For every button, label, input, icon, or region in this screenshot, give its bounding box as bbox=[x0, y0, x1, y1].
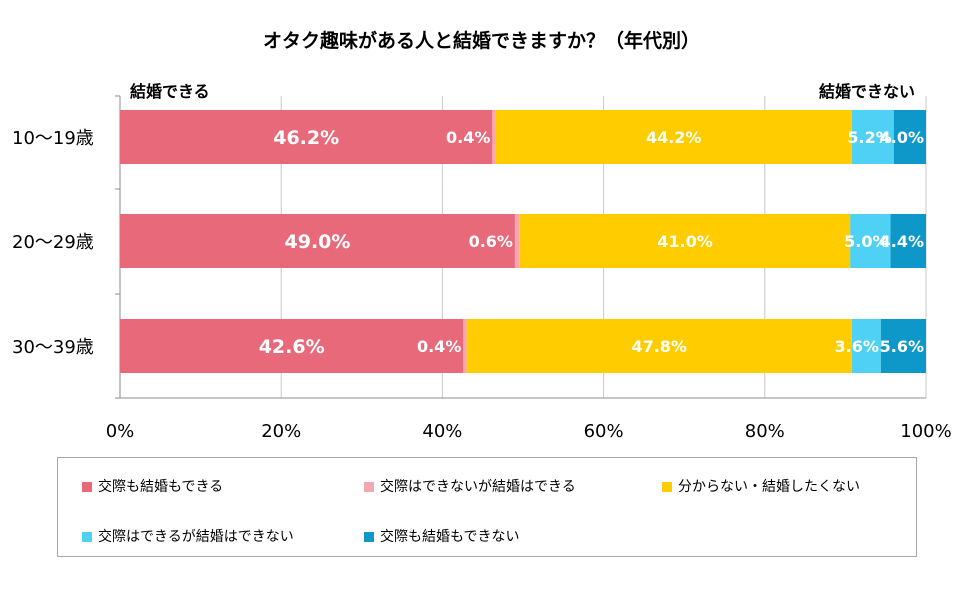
bar-segment bbox=[851, 319, 881, 373]
bar-segment bbox=[120, 214, 515, 268]
legend-item: 交際はできないが結婚はできる bbox=[364, 476, 576, 496]
data-label: 4.4% bbox=[880, 232, 924, 251]
legend-label: 交際はできないが結婚はできる bbox=[380, 479, 576, 495]
legend-swatch bbox=[364, 532, 374, 542]
bar-segment bbox=[850, 214, 891, 268]
x-tick-label: 100% bbox=[900, 421, 951, 442]
data-label: 5.0% bbox=[844, 232, 888, 251]
bar-segment bbox=[890, 214, 926, 268]
data-label: 42.6% bbox=[259, 336, 325, 358]
legend-swatch bbox=[82, 532, 92, 542]
legend-swatch bbox=[82, 482, 92, 492]
x-tick-label: 60% bbox=[584, 421, 624, 442]
data-label: 3.6% bbox=[834, 337, 878, 356]
data-label: 44.2% bbox=[646, 128, 702, 147]
category-label: 10～19歳 bbox=[12, 128, 94, 149]
corner-label-can-marry: 結婚できる bbox=[130, 82, 210, 101]
bar-segment bbox=[495, 110, 852, 164]
data-label: 41.0% bbox=[657, 232, 713, 251]
plot-area: 0% 20% 40% 60% 80% 100% 10～19歳 20～29歳 30～39歳 46.2… bbox=[12, 95, 952, 442]
bar-segment bbox=[120, 319, 464, 373]
data-label: 0.4% bbox=[417, 337, 461, 356]
x-tick-label: 80% bbox=[745, 421, 785, 442]
legend-label: 交際も結婚もできる bbox=[98, 479, 224, 495]
chart-title: オタク趣味がある人と結婚できますか？（年代別） bbox=[262, 30, 700, 52]
bar-segment bbox=[519, 214, 851, 268]
category-label: 20～29歳 bbox=[12, 232, 94, 253]
x-tick-label: 20% bbox=[261, 421, 301, 442]
data-label: 46.2% bbox=[273, 127, 339, 149]
x-tick-label: 40% bbox=[422, 421, 462, 442]
legend-label: 分からない・結婚したくない bbox=[678, 479, 860, 495]
legend-item: 交際も結婚もできる bbox=[82, 476, 223, 496]
data-label: 49.0% bbox=[285, 231, 351, 253]
bar-segment bbox=[514, 214, 520, 268]
data-label: 0.6% bbox=[469, 232, 513, 251]
bar-segment bbox=[492, 110, 496, 164]
legend: 交際も結婚もできる 交際はできないが結婚はできる 分からない・結婚したくない交際はで… bbox=[57, 457, 917, 557]
bar-segment bbox=[893, 110, 926, 164]
bar-segment bbox=[120, 110, 493, 164]
legend-item: 交際はできるが結婚はできない bbox=[82, 526, 294, 546]
data-label: 5.6% bbox=[880, 337, 924, 356]
bar-segment bbox=[463, 319, 467, 373]
corner-label-cannot-marry: 結婚できない bbox=[818, 82, 915, 101]
bar-segment bbox=[851, 110, 894, 164]
x-tick-label: 0% bbox=[106, 421, 135, 442]
category-label: 30～39歳 bbox=[12, 337, 94, 358]
legend-swatch bbox=[364, 482, 374, 492]
data-label: 0.4% bbox=[446, 128, 490, 147]
legend-label: 交際はできるが結婚はできない bbox=[98, 529, 294, 545]
data-label: 5.2% bbox=[847, 128, 891, 147]
data-label: 47.8% bbox=[631, 337, 687, 356]
legend-item: 分からない・結婚したくない bbox=[662, 476, 860, 496]
legend-swatch bbox=[662, 482, 672, 492]
data-label: 4.0% bbox=[880, 128, 924, 147]
legend-item: 交際も結婚もできない bbox=[364, 526, 519, 546]
legend-label: 交際も結婚もできない bbox=[380, 529, 520, 545]
bar-segment bbox=[466, 319, 852, 373]
bar-segment bbox=[880, 319, 926, 373]
